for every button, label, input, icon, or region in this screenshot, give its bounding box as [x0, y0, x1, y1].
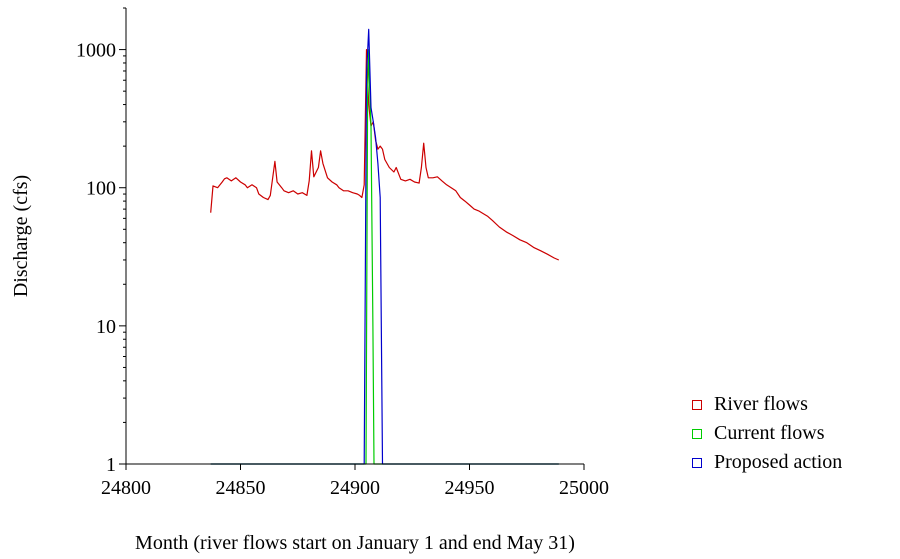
- x-axis-ticks: 24800 24850 24900 24950 25000: [101, 464, 609, 499]
- y-tick-label: 10: [96, 316, 116, 338]
- chart-legend: River flows Current flows Proposed action: [692, 390, 842, 477]
- legend-label: Proposed action: [714, 451, 843, 473]
- x-tick-label: 24950: [445, 477, 495, 499]
- legend-item: Current flows: [692, 419, 842, 448]
- legend-item: River flows: [692, 390, 842, 419]
- legend-swatch: [692, 457, 702, 468]
- x-tick-label: 24800: [101, 477, 151, 499]
- y-tick-label: 1000: [76, 40, 116, 62]
- series-layer: [210, 28, 560, 465]
- x-tick-label: 24900: [330, 477, 380, 499]
- series-line-proposed-action: [210, 28, 559, 465]
- legend-label: Current flows: [714, 422, 825, 444]
- y-tick-label: 100: [86, 178, 116, 200]
- series-line-current-flows: [210, 48, 559, 465]
- y-axis-label: Discharge (cfs): [10, 175, 32, 297]
- x-tick-label: 25000: [559, 477, 609, 499]
- legend-swatch: [692, 428, 702, 439]
- x-tick-label: 24850: [216, 477, 266, 499]
- legend-label: River flows: [714, 393, 808, 415]
- series-line-river-flows: [210, 48, 560, 261]
- legend-swatch: [692, 399, 702, 410]
- x-axis-label: Month (river flows start on January 1 an…: [135, 532, 575, 554]
- y-axis-ticks: 1 10 100 1000: [76, 7, 126, 476]
- legend-item: Proposed action: [692, 448, 842, 477]
- y-tick-label: 1: [106, 454, 116, 476]
